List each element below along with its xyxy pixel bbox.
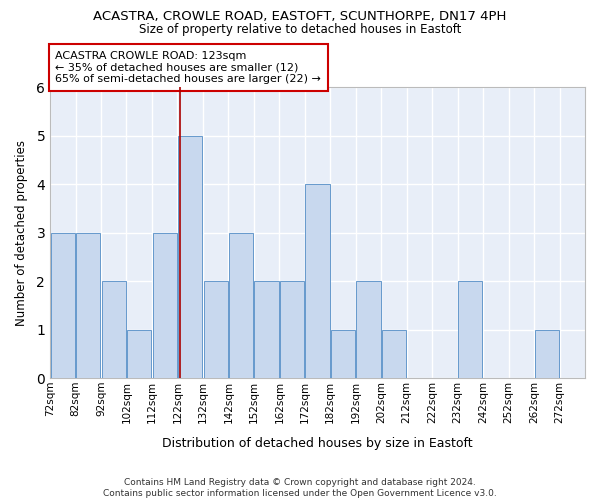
- Bar: [178, 136, 202, 378]
- Text: Size of property relative to detached houses in Eastoft: Size of property relative to detached ho…: [139, 22, 461, 36]
- Bar: [382, 330, 406, 378]
- Text: Contains HM Land Registry data © Crown copyright and database right 2024.
Contai: Contains HM Land Registry data © Crown c…: [103, 478, 497, 498]
- Bar: [76, 232, 100, 378]
- Bar: [535, 330, 559, 378]
- X-axis label: Distribution of detached houses by size in Eastoft: Distribution of detached houses by size …: [162, 437, 473, 450]
- Bar: [127, 330, 151, 378]
- Bar: [51, 232, 75, 378]
- Bar: [152, 232, 177, 378]
- Bar: [280, 281, 304, 378]
- Text: ACASTRA CROWLE ROAD: 123sqm
← 35% of detached houses are smaller (12)
65% of sem: ACASTRA CROWLE ROAD: 123sqm ← 35% of det…: [55, 51, 321, 84]
- Y-axis label: Number of detached properties: Number of detached properties: [15, 140, 28, 326]
- Bar: [229, 232, 253, 378]
- Text: ACASTRA, CROWLE ROAD, EASTOFT, SCUNTHORPE, DN17 4PH: ACASTRA, CROWLE ROAD, EASTOFT, SCUNTHORP…: [94, 10, 506, 23]
- Bar: [305, 184, 329, 378]
- Bar: [356, 281, 380, 378]
- Bar: [254, 281, 278, 378]
- Bar: [203, 281, 228, 378]
- Bar: [101, 281, 126, 378]
- Bar: [458, 281, 482, 378]
- Bar: [331, 330, 355, 378]
